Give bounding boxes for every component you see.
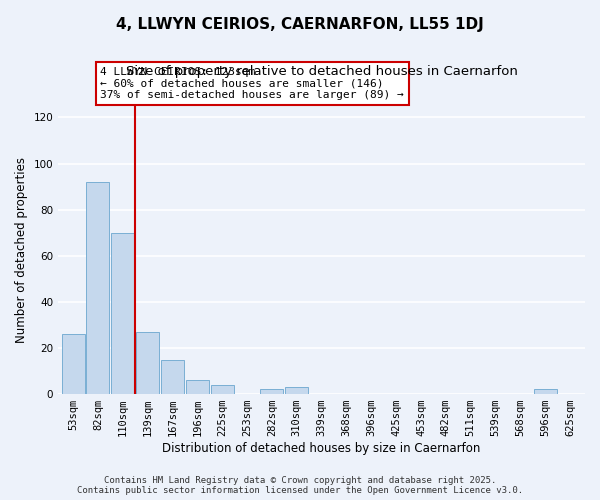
Text: Contains HM Land Registry data © Crown copyright and database right 2025.
Contai: Contains HM Land Registry data © Crown c…	[77, 476, 523, 495]
Bar	[186, 380, 209, 394]
Bar	[136, 332, 159, 394]
X-axis label: Distribution of detached houses by size in Caernarfon: Distribution of detached houses by size …	[163, 442, 481, 455]
Bar	[112, 232, 134, 394]
Bar	[211, 385, 233, 394]
Bar	[62, 334, 85, 394]
Text: 4 LLWYN CEIRIOS: 123sqm
← 60% of detached houses are smaller (146)
37% of semi-d: 4 LLWYN CEIRIOS: 123sqm ← 60% of detache…	[100, 67, 404, 100]
Title: Size of property relative to detached houses in Caernarfon: Size of property relative to detached ho…	[125, 66, 518, 78]
Bar	[260, 390, 283, 394]
Bar	[286, 387, 308, 394]
Bar	[86, 182, 109, 394]
Y-axis label: Number of detached properties: Number of detached properties	[15, 157, 28, 343]
Bar	[534, 390, 557, 394]
Text: 4, LLWYN CEIRIOS, CAERNARFON, LL55 1DJ: 4, LLWYN CEIRIOS, CAERNARFON, LL55 1DJ	[116, 18, 484, 32]
Bar	[161, 360, 184, 394]
